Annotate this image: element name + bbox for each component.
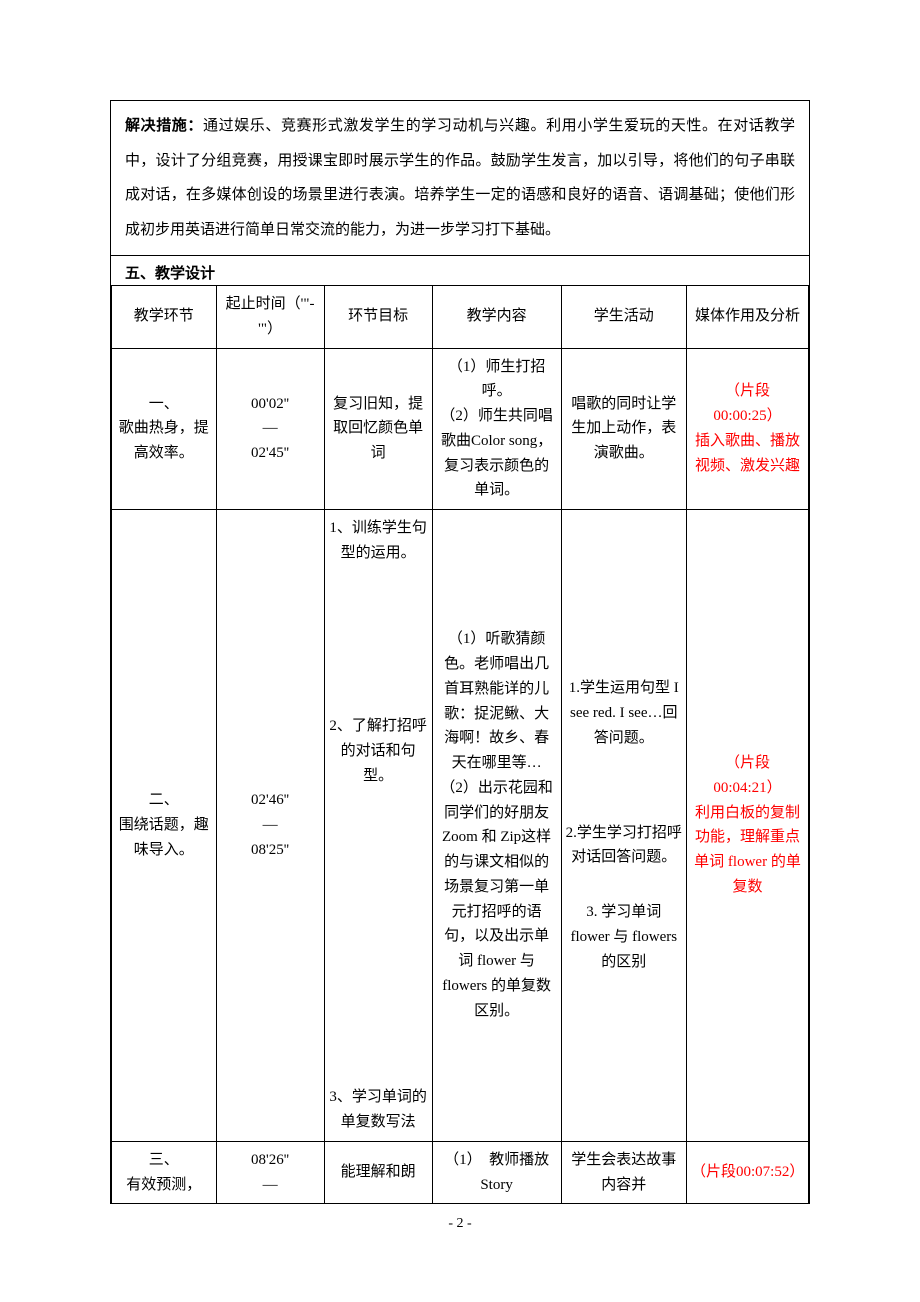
col-content: 教学内容 [432, 286, 561, 349]
cell-content-1: （1）师生打招呼。（2）师生共同唱歌曲Color song，复习表示颜色的单词。 [432, 348, 561, 510]
cell-stage-1: 一、歌曲热身，提高效率。 [112, 348, 217, 510]
col-goal: 环节目标 [324, 286, 432, 349]
cell-goal-2: 1、训练学生句型的运用。2、了解打招呼的对话和句型。3、学习单词的单复数写法 [324, 510, 432, 1142]
table-row: 三、有效预测， 08'26''— 能理解和朗 （1） 教师播放 Story 学生… [112, 1141, 809, 1204]
cell-media-3: （片段00:07:52） [687, 1141, 809, 1204]
solution-body: 通过娱乐、竞赛形式激发学生的学习动机与兴趣。利用小学生爱玩的天性。在对话教学中，… [125, 118, 795, 238]
outer-border-box: 解决措施：通过娱乐、竞赛形式激发学生的学习动机与兴趣。利用小学生爱玩的天性。在对… [110, 100, 810, 1204]
cell-content-3: （1） 教师播放 Story [432, 1141, 561, 1204]
cell-activity-3: 学生会表达故事内容并 [561, 1141, 686, 1204]
cell-activity-2: 1.学生运用句型 I see red. I see…回答问题。 2.学生学习打招… [561, 510, 686, 1142]
cell-time-1: 00'02''—02'45'' [216, 348, 324, 510]
cell-content-2: （1）听歌猜颜色。老师唱出几首耳熟能详的儿歌：捉泥鳅、大海啊！故乡、春天在哪里等… [432, 510, 561, 1142]
table-header-row: 教学环节 起止时间（'"- '"） 环节目标 教学内容 学生活动 媒体作用及分析 [112, 286, 809, 349]
activity-2-3: 3. 学习单词 flower 与 flowers 的区别 [566, 900, 682, 974]
cell-media-2: （片段00:04:21）利用白板的复制功能，理解重点单词 flower 的单复数 [687, 510, 809, 1142]
cell-stage-3: 三、有效预测， [112, 1141, 217, 1204]
col-activity: 学生活动 [561, 286, 686, 349]
col-media: 媒体作用及分析 [687, 286, 809, 349]
col-time: 起止时间（'"- '"） [216, 286, 324, 349]
table-row: 一、歌曲热身，提高效率。 00'02''—02'45'' 复习旧知，提取回忆颜色… [112, 348, 809, 510]
cell-time-2: 02'46''—08'25'' [216, 510, 324, 1142]
activity-2-2: 2.学生学习打招呼对话回答问题。 [566, 821, 682, 871]
solution-block: 解决措施：通过娱乐、竞赛形式激发学生的学习动机与兴趣。利用小学生爱玩的天性。在对… [111, 100, 809, 256]
table-row: 二、围绕话题，趣味导入。 02'46''—08'25'' 1、训练学生句型的运用… [112, 510, 809, 1142]
cell-activity-1: 唱歌的同时让学生加上动作，表演歌曲。 [561, 348, 686, 510]
cell-time-3: 08'26''— [216, 1141, 324, 1204]
section-5-title: 五、教学设计 [111, 256, 809, 285]
cell-stage-2: 二、围绕话题，趣味导入。 [112, 510, 217, 1142]
solution-label: 解决措施： [125, 118, 203, 134]
page-container: 解决措施：通过娱乐、竞赛形式激发学生的学习动机与兴趣。利用小学生爱玩的天性。在对… [0, 0, 920, 1302]
page-number: - 2 - [110, 1216, 810, 1232]
activity-2-1: 1.学生运用句型 I see red. I see…回答问题。 [566, 676, 682, 750]
col-stage: 教学环节 [112, 286, 217, 349]
cell-goal-1: 复习旧知，提取回忆颜色单词 [324, 348, 432, 510]
cell-goal-3: 能理解和朗 [324, 1141, 432, 1204]
cell-media-1: （片段00:00:25）插入歌曲、播放视频、激发兴趣 [687, 348, 809, 510]
teaching-design-table: 教学环节 起止时间（'"- '"） 环节目标 教学内容 学生活动 媒体作用及分析… [111, 285, 809, 1204]
